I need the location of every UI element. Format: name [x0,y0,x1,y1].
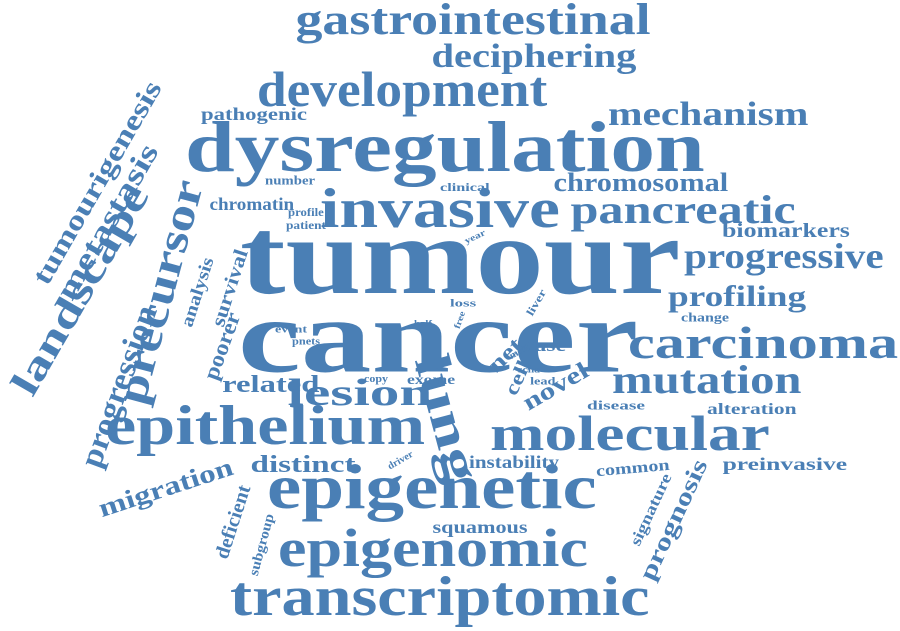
word-distinct: distinct [250,452,356,478]
word-biomarkers: biomarkers [722,220,850,242]
word-lesion: lesion [287,372,433,414]
word-case: case [524,335,566,355]
word-mechanism: mechanism [607,96,809,133]
word-tumour: tumour [239,195,681,317]
word-number: number [264,172,316,188]
word-profile: profile [288,205,324,219]
word-patient: patient [286,218,326,232]
word-chromosomal: chromosomal [553,168,729,197]
word-clinical: clinical [440,180,490,194]
word-gastrointestinal: gastrointestinal [295,0,651,44]
word-pancreatic: pancreatic [570,187,796,232]
word-lead: lead [530,375,556,388]
word-related: related [222,372,320,398]
word-pathogenic: pathogenic [200,104,308,124]
word-exome: exome [406,373,456,388]
word-event: event [274,323,308,336]
word-alteration: alteration [707,401,797,418]
word-development: development [256,61,548,117]
word-pnets: pnets [291,335,321,348]
word-half: half [413,318,433,329]
word-progressive: progressive [684,236,884,276]
word-transcriptomic: transcriptomic [230,566,650,628]
word-invasive: invasive [320,178,560,240]
word-scna: scna [517,364,541,375]
word-deficient: deficient [210,482,256,562]
word-mutation: mutation [612,357,802,402]
word-epigenetic: epigenetic [267,451,597,522]
word-dysregulation: dysregulation [185,107,705,187]
word-carcinoma: carcinoma [627,317,899,368]
word-molecular: molecular [490,405,770,461]
word-epithelium: epithelium [104,395,426,457]
word-epigenomic: epigenomic [278,518,588,578]
word-loss: loss [449,297,477,310]
word-deciphering: deciphering [431,38,637,75]
word-migration: migration [94,452,237,523]
word-disease: disease [587,397,645,413]
word-change: change [681,309,729,325]
word-profiling: profiling [667,280,807,313]
word-copy: copy [364,374,388,385]
word-preinvasive: preinvasive [722,454,848,474]
word-chromatin: chromatin [209,194,295,214]
word-instability: instability [468,452,560,472]
word-cancer: cancer [237,277,639,395]
word-squamous: squamous [432,517,528,537]
